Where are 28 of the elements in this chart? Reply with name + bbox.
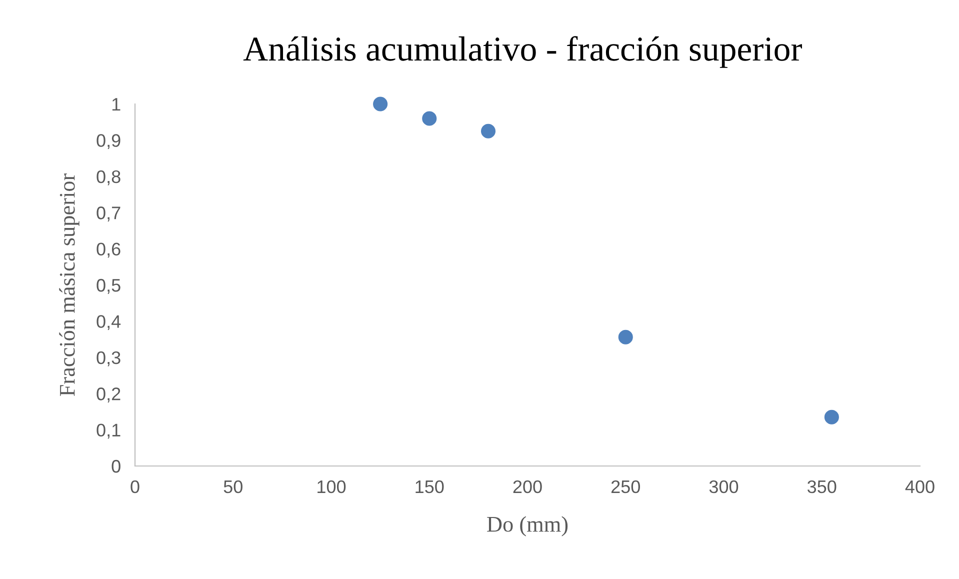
point: [618, 330, 633, 344]
y-tick-label: 0,7: [96, 206, 120, 222]
y-tick-label: 0,8: [96, 170, 120, 186]
point: [480, 124, 496, 138]
y-tick-label: 0,5: [96, 278, 120, 294]
x-tick-label: 250: [611, 480, 640, 494]
x-axis-title: Do (mm): [487, 516, 568, 536]
point: [422, 111, 437, 126]
y-tick-label: 0,3: [96, 351, 120, 366]
chart-title: Análisis acumulativo - fracción superior: [243, 36, 802, 68]
point: [824, 410, 839, 424]
x-tick-label: 300: [709, 480, 738, 494]
x-tick-label: 350: [808, 480, 836, 494]
y-tick-label: 0,9: [96, 134, 120, 150]
x-tick-label: 200: [513, 480, 542, 494]
y-tick-label: 1: [112, 98, 120, 111]
x-tick-label: 400: [905, 480, 934, 494]
y-axis-title: Fracción másica superior: [59, 174, 80, 396]
y-tick-label: 0,2: [96, 388, 120, 402]
x-tick-label: 0: [130, 480, 140, 494]
y-tick-label: 0,6: [96, 242, 120, 258]
x-tick-label: 100: [318, 480, 346, 494]
x-tick-label: 150: [416, 480, 444, 494]
y-tick-label: 0: [112, 460, 120, 473]
x-tick-label: 50: [224, 480, 242, 494]
y-tick-label: 0,1: [96, 424, 120, 439]
y-tick-label: 0,4: [96, 315, 121, 330]
point: [373, 96, 388, 112]
